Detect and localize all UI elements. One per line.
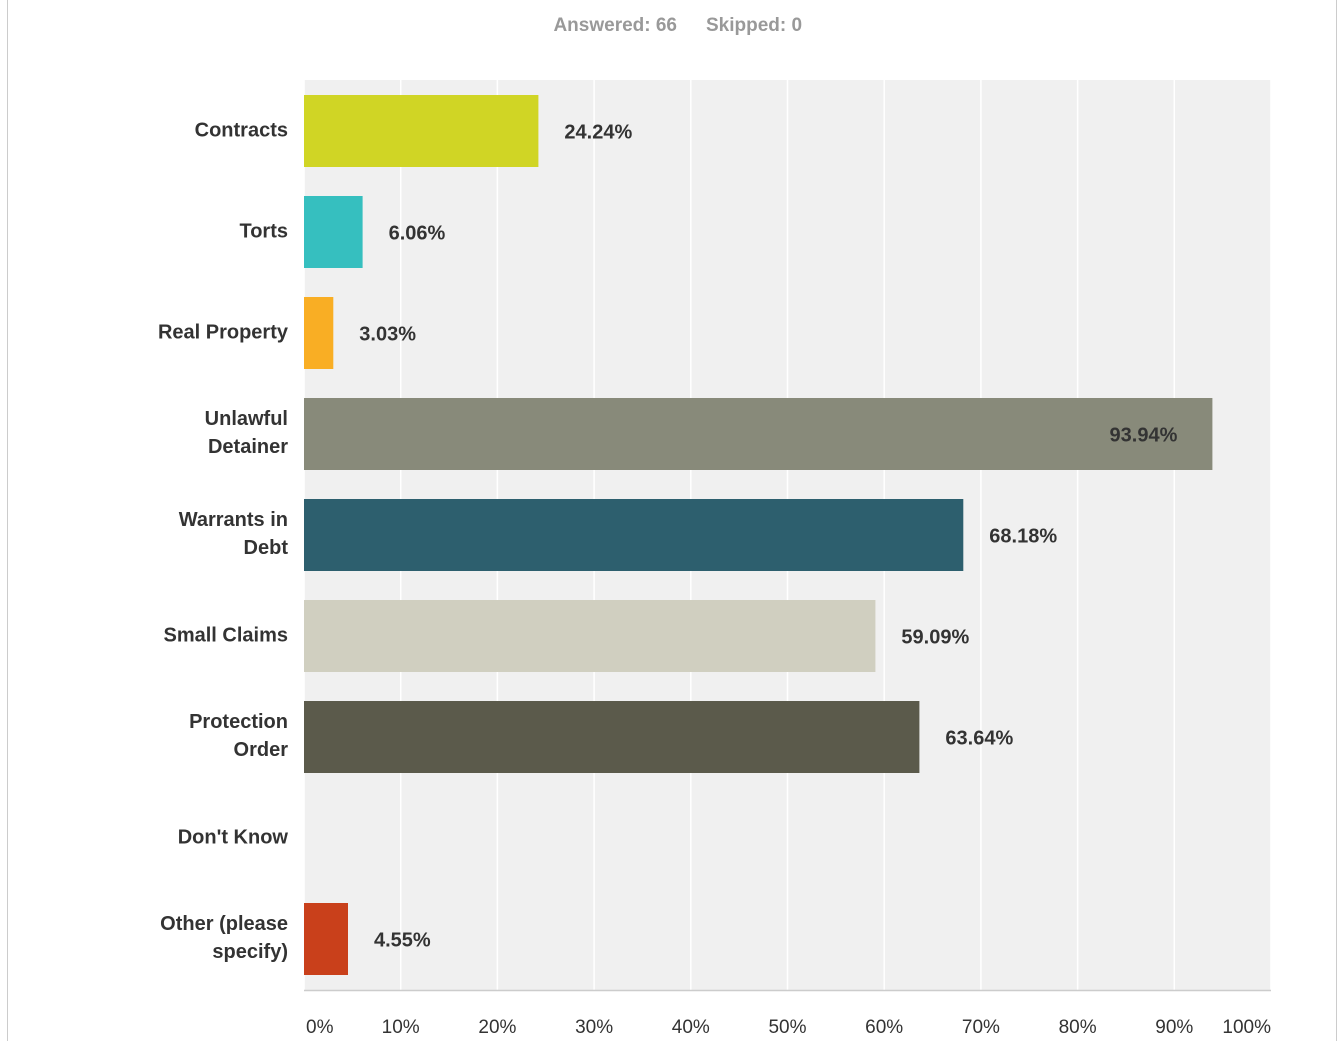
x-tick-label: 80% bbox=[1059, 1017, 1097, 1038]
data-label: 93.94% bbox=[1110, 424, 1178, 446]
x-tick-label: 30% bbox=[575, 1017, 613, 1038]
data-label: 4.55% bbox=[374, 929, 431, 951]
bar bbox=[304, 95, 539, 167]
category-label: Small Claims bbox=[163, 624, 288, 646]
category-label: Torts bbox=[239, 220, 288, 242]
x-tick-label: 70% bbox=[962, 1017, 1000, 1038]
bar bbox=[304, 903, 348, 975]
category-label: Other (please specify) bbox=[160, 913, 288, 963]
bar bbox=[304, 398, 1213, 470]
x-tick-label: 10% bbox=[382, 1017, 420, 1038]
x-tick-label: 40% bbox=[672, 1017, 710, 1038]
x-tick-label: 60% bbox=[865, 1017, 903, 1038]
data-label: 63.64% bbox=[945, 727, 1013, 749]
answered: Answered: 66 bbox=[553, 15, 677, 36]
category-label: Protection Order bbox=[189, 711, 288, 761]
x-tick-label: 90% bbox=[1155, 1017, 1193, 1038]
data-label: 3.03% bbox=[359, 323, 416, 345]
category-label: Warrants in Debt bbox=[179, 509, 289, 559]
bar bbox=[304, 297, 334, 369]
bar bbox=[304, 196, 363, 268]
category-label: Don't Know bbox=[178, 826, 289, 848]
data-label: 24.24% bbox=[564, 121, 632, 143]
bar bbox=[304, 701, 920, 773]
x-tick-label: 20% bbox=[478, 1017, 516, 1038]
skipped: Skipped: 0 bbox=[706, 15, 802, 36]
bar bbox=[304, 499, 964, 571]
data-label: 59.09% bbox=[901, 626, 969, 648]
data-label: 6.06% bbox=[389, 222, 446, 244]
x-tick-label: 100% bbox=[1222, 1017, 1271, 1038]
bar bbox=[304, 600, 876, 672]
x-tick-label: 0% bbox=[306, 1017, 334, 1038]
data-label: 68.18% bbox=[989, 525, 1057, 547]
category-label: Contracts bbox=[195, 119, 288, 141]
x-tick-label: 50% bbox=[768, 1017, 806, 1038]
category-label: Unlawful Detainer bbox=[205, 408, 289, 458]
category-label: Real Property bbox=[158, 321, 289, 343]
